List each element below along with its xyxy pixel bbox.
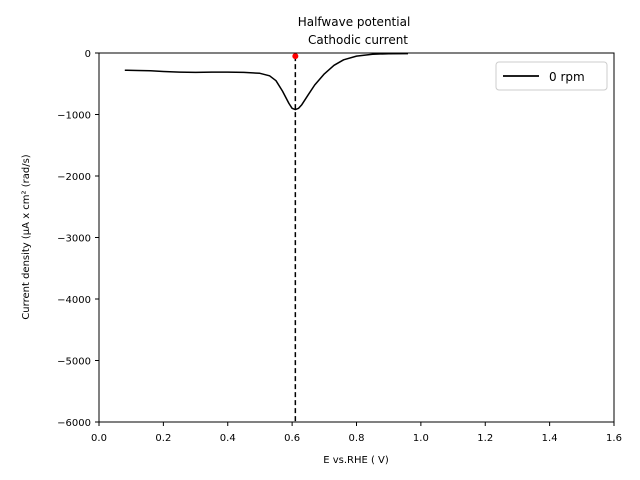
x-tick-label: 1.6 bbox=[606, 433, 622, 444]
legend-label: 0 rpm bbox=[549, 70, 585, 84]
halfwave-marker bbox=[292, 53, 299, 60]
y-tick-label: −4000 bbox=[57, 295, 91, 306]
x-axis-label: E vs.RHE ( V) bbox=[323, 455, 389, 466]
y-axis-label: Current density (μA x cm² (rad/s) bbox=[21, 154, 32, 319]
x-tick-label: 0.6 bbox=[284, 433, 300, 444]
series-line-0 bbox=[124, 52, 409, 111]
x-tick-label: 1.0 bbox=[413, 433, 429, 444]
y-tick-label: −6000 bbox=[57, 418, 91, 429]
x-tick-label: 0.8 bbox=[349, 433, 365, 444]
plot-frame bbox=[98, 52, 615, 423]
x-tick-label: 1.4 bbox=[542, 433, 558, 444]
x-tick-label: 1.2 bbox=[477, 433, 493, 444]
x-tick-label: 0.4 bbox=[220, 433, 236, 444]
x-tick-label: 0.2 bbox=[155, 433, 171, 444]
chart-title-line-2: Cathodic current bbox=[308, 33, 408, 47]
chart-title-line-1: Halfwave potential bbox=[298, 15, 411, 29]
y-tick-label: 0 bbox=[85, 49, 91, 60]
y-tick-label: −1000 bbox=[57, 111, 91, 122]
legend-box bbox=[495, 61, 608, 91]
y-tick-label: −3000 bbox=[57, 234, 91, 245]
y-tick-label: −5000 bbox=[57, 357, 91, 368]
y-tick-label: −2000 bbox=[57, 172, 91, 183]
x-tick-label: 0.0 bbox=[91, 433, 107, 444]
